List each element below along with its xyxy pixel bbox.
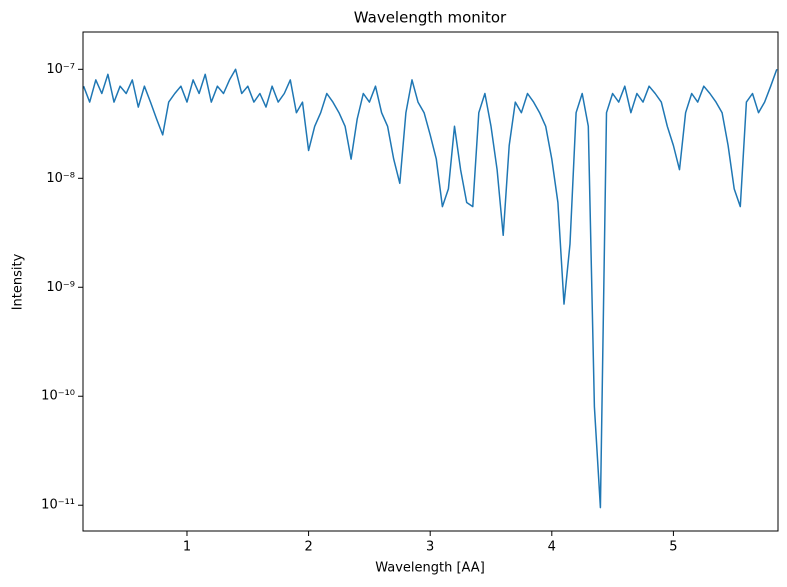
x-axis-label: Wavelength [AA] — [375, 561, 485, 576]
x-tick-label: 4 — [548, 540, 556, 555]
data-line — [82, 68, 778, 509]
plot-frame — [82, 31, 779, 532]
y-axis-label: Intensity — [11, 253, 26, 310]
x-tick-label: 2 — [304, 540, 312, 555]
chart-title: Wavelength monitor — [354, 9, 507, 27]
y-tick-label: 10⁻⁸ — [46, 171, 75, 186]
y-tick-label: 10⁻¹⁰ — [41, 389, 75, 404]
y-tick-label: 10⁻¹¹ — [41, 498, 75, 513]
x-tick-label: 3 — [426, 540, 434, 555]
y-tick-label: 10⁻⁷ — [46, 62, 75, 77]
x-tick-label: 1 — [183, 540, 191, 555]
x-tick-label: 5 — [669, 540, 677, 555]
y-tick-label: 10⁻⁹ — [46, 280, 75, 295]
